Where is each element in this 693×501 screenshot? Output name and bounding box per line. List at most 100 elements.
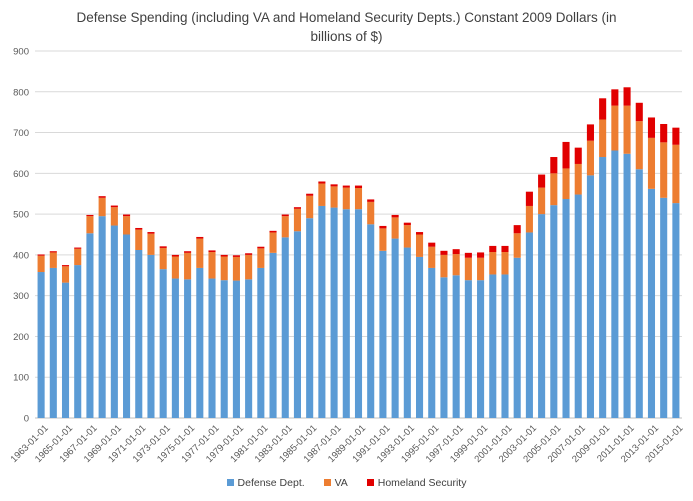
bar-defense — [159, 269, 167, 418]
bar-defense — [74, 265, 82, 418]
y-tick-label: 600 — [13, 169, 29, 180]
bar-va — [98, 197, 106, 217]
bar-homeland — [306, 193, 314, 196]
bar-va — [342, 187, 350, 210]
bar-homeland — [245, 253, 253, 255]
bar-defense — [574, 194, 582, 418]
bar-defense — [489, 274, 497, 418]
legend-swatch-va — [323, 479, 331, 486]
bar-homeland — [342, 185, 350, 188]
bar-va — [184, 252, 192, 280]
legend-label-defense: Defense Dept. — [237, 477, 305, 489]
bar-homeland — [477, 252, 485, 258]
bar-homeland — [513, 225, 521, 234]
bar-va — [269, 232, 277, 253]
bar-defense — [391, 238, 399, 418]
chart-title-line-2: billions of $) — [310, 29, 383, 44]
bar-homeland — [635, 102, 643, 122]
bar-va — [257, 248, 265, 268]
bar-va — [477, 257, 485, 281]
bar-defense — [281, 237, 289, 418]
bar-defense — [586, 175, 594, 418]
bar-homeland — [586, 124, 594, 141]
bar-homeland — [257, 246, 265, 249]
bar-va — [37, 255, 45, 273]
bar-defense — [171, 278, 179, 418]
y-tick-label: 700 — [13, 128, 29, 139]
bar-va — [86, 216, 94, 234]
bar-homeland — [501, 245, 509, 253]
bar-defense — [660, 197, 668, 418]
bar-defense — [257, 267, 265, 418]
bar-va — [232, 256, 240, 281]
bar-homeland — [672, 127, 680, 145]
bar-va — [611, 105, 619, 151]
bar-defense — [647, 188, 656, 418]
bar-va — [586, 140, 594, 176]
bar-defense — [196, 267, 204, 418]
bar-va — [171, 256, 179, 279]
bar-defense — [208, 278, 216, 418]
bar-homeland — [208, 250, 216, 253]
bar-va — [245, 254, 253, 280]
bar-defense — [245, 279, 253, 418]
bar-va — [159, 247, 167, 270]
bar-va — [440, 254, 448, 278]
bar-defense — [61, 282, 70, 418]
legend-item-defense: Defense Dept. — [226, 477, 305, 489]
y-tick-label: 500 — [13, 210, 29, 221]
bar-defense — [49, 267, 57, 418]
bar-homeland — [354, 185, 363, 189]
bar-homeland — [74, 247, 82, 249]
bar-homeland — [159, 246, 167, 248]
bar-defense — [269, 252, 277, 418]
bar-defense — [464, 280, 472, 418]
bar-defense — [330, 207, 338, 418]
bar-va — [196, 238, 204, 268]
bar-defense — [306, 218, 314, 418]
bar-homeland — [281, 214, 289, 217]
bar-homeland — [49, 251, 57, 253]
bar-defense — [147, 254, 155, 418]
bar-va — [428, 246, 436, 268]
y-tick-label: 400 — [13, 250, 29, 261]
bar-va — [599, 119, 607, 158]
bar-homeland — [428, 242, 436, 247]
bar-homeland — [184, 251, 192, 253]
bar-homeland — [562, 141, 570, 169]
bar-va — [489, 252, 497, 275]
bar-va — [147, 233, 155, 255]
bar-defense — [623, 153, 631, 418]
bar-va — [281, 216, 289, 238]
bar-defense — [501, 274, 509, 418]
bar-defense — [318, 205, 326, 418]
bar-va — [391, 217, 399, 239]
bar-homeland — [440, 250, 448, 255]
bar-defense — [415, 256, 424, 418]
bar-homeland — [611, 89, 619, 106]
bar-defense — [440, 277, 448, 418]
legend-item-va: VA — [323, 477, 348, 489]
bar-defense — [110, 225, 118, 418]
bar-homeland — [647, 117, 656, 138]
bar-homeland — [110, 205, 118, 208]
bar-homeland — [123, 214, 131, 217]
bar-va — [379, 228, 387, 251]
bar-defense — [428, 267, 436, 418]
bar-homeland — [98, 196, 106, 198]
bar-defense — [379, 250, 387, 418]
bar-va — [74, 248, 82, 266]
bar-defense — [367, 224, 375, 418]
chart-title-line-1: Defense Spending (including VA and Homel… — [76, 10, 617, 25]
bar-va — [61, 266, 70, 283]
bar-va — [660, 142, 668, 198]
chart-legend: Defense Dept. VA Homeland Security — [0, 477, 693, 489]
bar-va — [318, 183, 326, 206]
bar-va — [525, 205, 533, 233]
bar-homeland — [171, 254, 179, 257]
y-tick-label: 100 — [13, 373, 29, 384]
bar-homeland — [489, 245, 497, 253]
chart-title: Defense Spending (including VA and Homel… — [0, 8, 693, 46]
bar-defense — [562, 199, 570, 418]
bar-va — [354, 188, 363, 210]
